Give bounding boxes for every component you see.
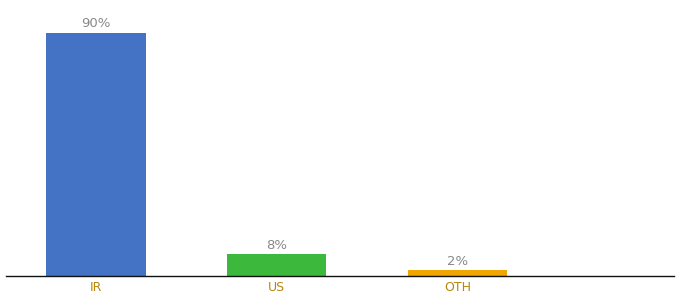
Bar: [46, 33, 146, 276]
Text: 2%: 2%: [447, 255, 468, 268]
Text: 90%: 90%: [81, 17, 111, 30]
Text: 8%: 8%: [267, 238, 287, 252]
Bar: [408, 271, 507, 276]
Bar: [227, 254, 326, 276]
